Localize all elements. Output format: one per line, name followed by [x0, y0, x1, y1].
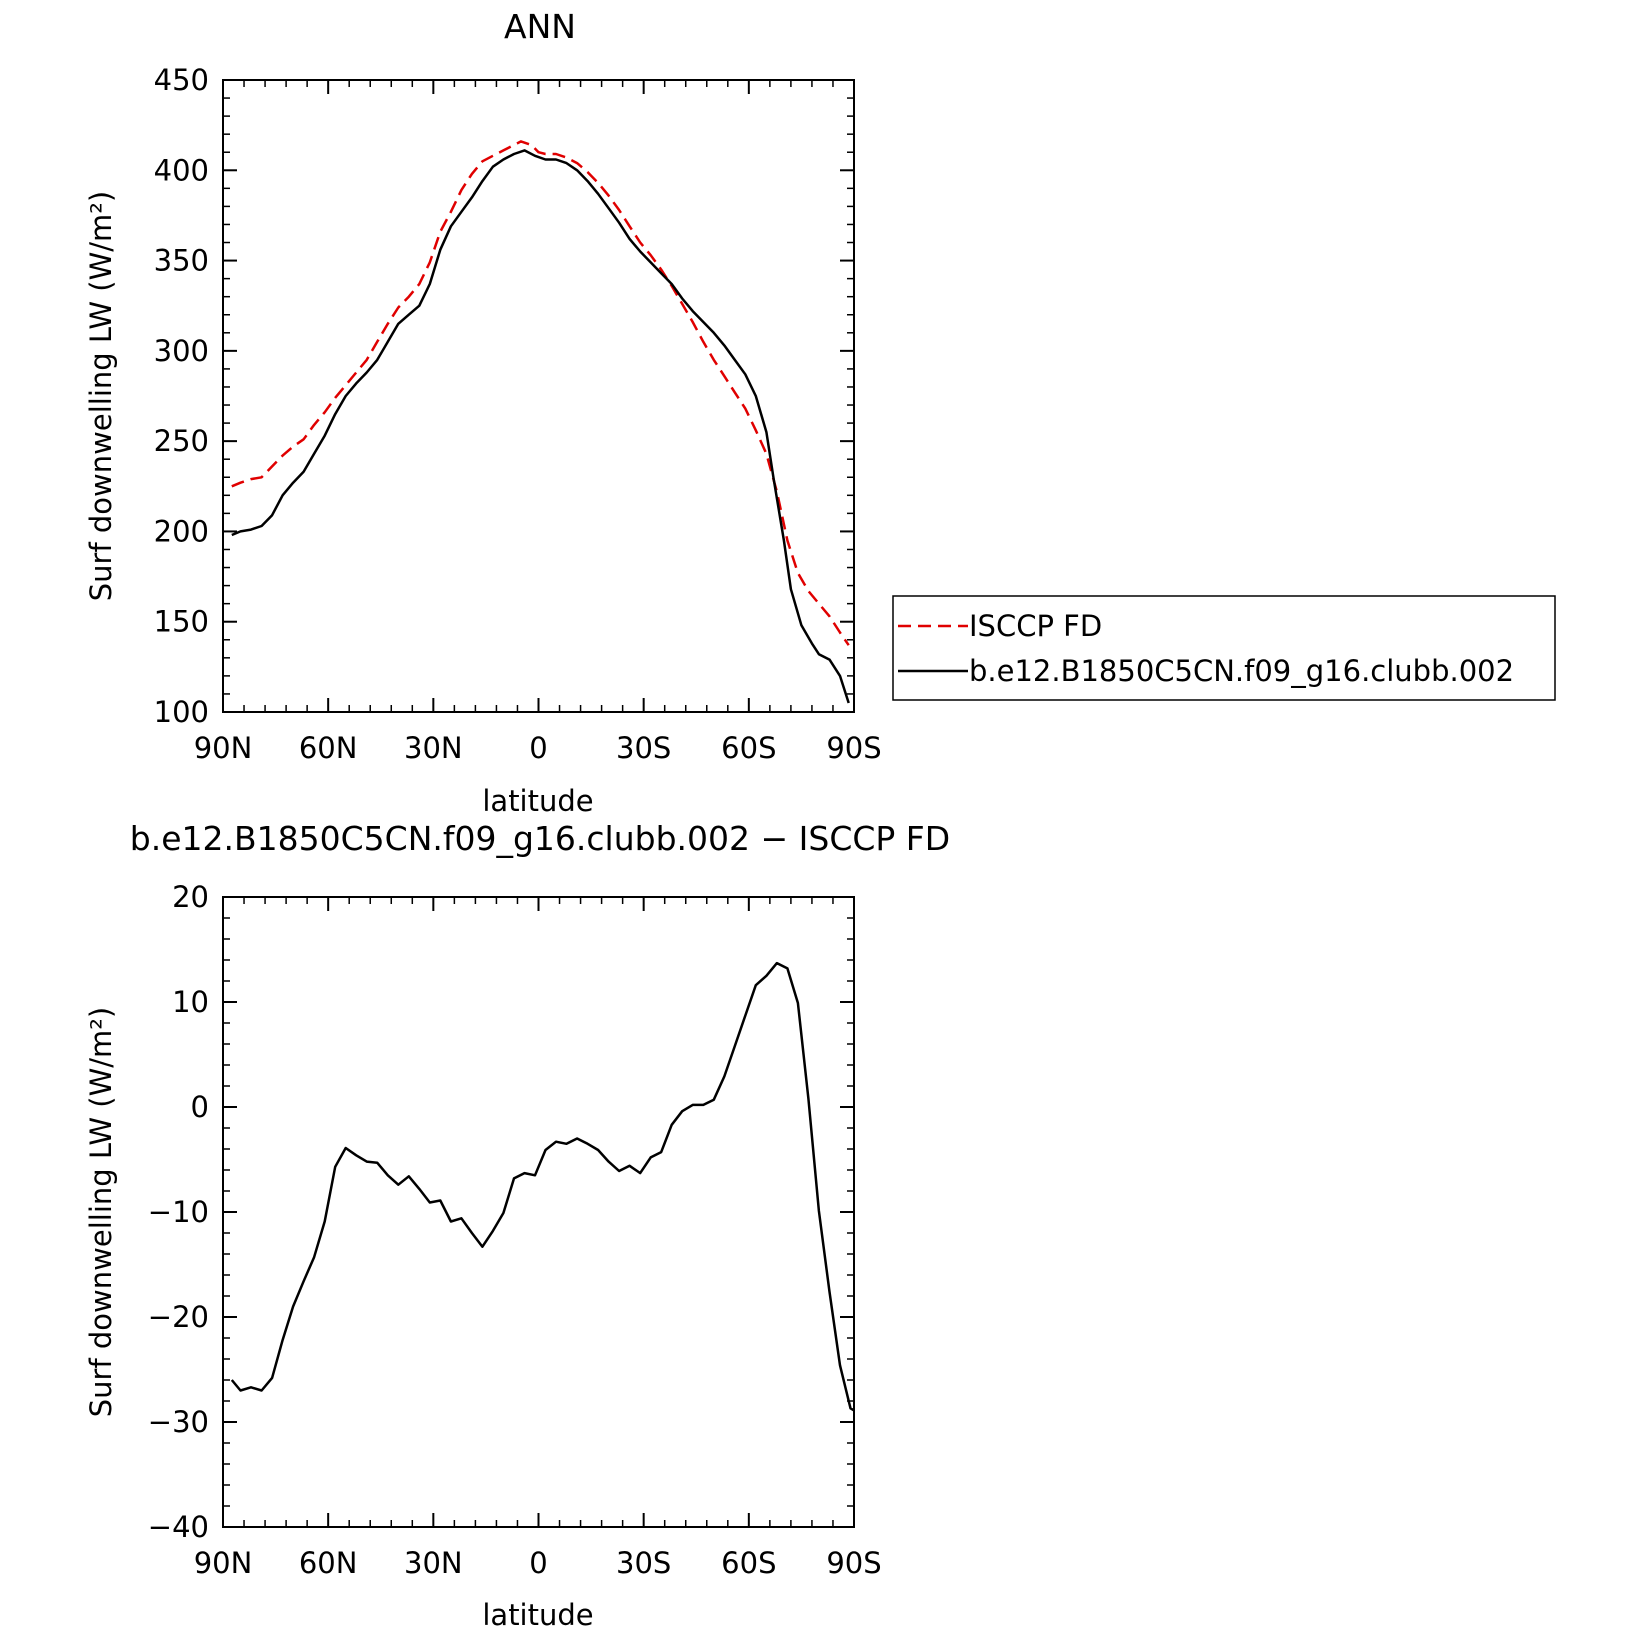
- top-panel: ANN 90N 60N 30N 0 30S 60S 90S 100 150 200 250 300 35…: [84, 7, 882, 818]
- top-y-tick-label: 200: [154, 514, 209, 548]
- top-y-tick-label: 450: [154, 63, 209, 97]
- bottom-y-tick-label: −10: [148, 1195, 209, 1229]
- top-x-tick-label: 90N: [194, 731, 253, 765]
- top-series-line-1: [231, 140, 850, 646]
- bottom-x-tick-label: 90N: [194, 1546, 253, 1580]
- top-x-tick-label: 0: [529, 731, 547, 765]
- bottom-y-tick-label: 20: [172, 880, 209, 914]
- top-y-tick-label: 150: [154, 605, 209, 639]
- bottom-y-tick-label: −40: [148, 1510, 209, 1544]
- bottom-y-tick-label: −20: [148, 1300, 209, 1334]
- top-y-axis-label: Surf downwelling LW (W/m²): [84, 191, 118, 601]
- legend: ISCCP FD b.e12.B1850C5CN.f09_g16.clubb.0…: [892, 595, 1556, 701]
- top-y-tick-label: 400: [154, 153, 209, 187]
- top-y-tick-label: 350: [154, 244, 209, 278]
- top-y-tick-label: 300: [154, 334, 209, 368]
- top-x-tick-label: 90S: [826, 731, 881, 765]
- bottom-y-axis-label: Surf downwelling LW (W/m²): [84, 1007, 118, 1417]
- legend-label-isccp: ISCCP FD: [969, 609, 1102, 643]
- bottom-x-tick-label: 30N: [404, 1546, 463, 1580]
- top-x-tick-label: 60S: [721, 731, 776, 765]
- bottom-y-tick-label: 10: [172, 985, 209, 1019]
- bottom-y-tick-label: 0: [191, 1090, 209, 1124]
- bottom-panel-title: b.e12.B1850C5CN.f09_g16.clubb.002 − ISCC…: [130, 819, 950, 858]
- top-x-tick-label: 60N: [299, 731, 358, 765]
- bottom-series-lines: [230, 961, 854, 1412]
- top-plot-frame: [222, 79, 855, 713]
- bottom-x-tick-label: 60N: [299, 1546, 358, 1580]
- bottom-axes: 90N 60N 30N 0 30S 60S 90S −40 −30 −20 −10 0 10 20: [148, 880, 882, 1580]
- top-panel-title: ANN: [504, 7, 576, 46]
- top-y-tick-label: 100: [154, 695, 209, 729]
- bottom-plot-frame: [222, 896, 855, 1528]
- legend-label-model: b.e12.B1850C5CN.f09_g16.clubb.002: [969, 654, 1514, 688]
- top-x-tick-label: 30S: [616, 731, 671, 765]
- bottom-panel: b.e12.B1850C5CN.f09_g16.clubb.002 − ISCC…: [84, 819, 950, 1630]
- bottom-y-tick-label: −30: [148, 1405, 209, 1439]
- top-x-axis-label: latitude: [482, 784, 593, 818]
- top-series-lines: [231, 140, 850, 704]
- top-series-line-2: [231, 149, 850, 704]
- top-axes: 90N 60N 30N 0 30S 60S 90S 100 150 200 250 300 350 400…: [154, 63, 882, 765]
- bottom-x-axis-label: latitude: [482, 1598, 593, 1630]
- bottom-x-tick-label: 30S: [616, 1546, 671, 1580]
- bottom-x-tick-label: 90S: [826, 1546, 881, 1580]
- bottom-x-tick-label: 60S: [721, 1546, 776, 1580]
- bottom-series-line-1: [230, 961, 854, 1412]
- top-y-tick-label: 250: [154, 424, 209, 458]
- bottom-x-tick-label: 0: [529, 1546, 547, 1580]
- legend-box: [892, 595, 1556, 701]
- top-x-tick-label: 30N: [404, 731, 463, 765]
